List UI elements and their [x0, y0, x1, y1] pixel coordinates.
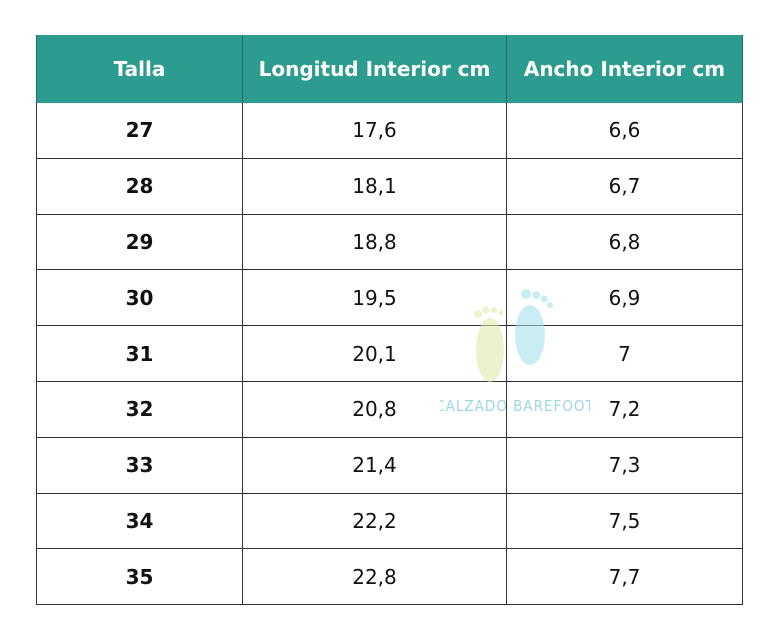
table-cell: 22,2	[243, 493, 507, 550]
table-cell: 7,7	[507, 549, 743, 606]
table-cell: 17,6	[243, 103, 507, 159]
table-cell: 35	[36, 549, 243, 606]
table-cell: 19,5	[243, 270, 507, 327]
header-cell: Longitud Interior cm	[243, 35, 507, 103]
table-cell: 32	[36, 382, 243, 438]
table-cell: 7,2	[507, 382, 743, 438]
table-cell: 6,9	[507, 270, 743, 327]
table-cell: 28	[36, 158, 243, 215]
table-cell: 22,8	[243, 549, 507, 606]
table-cell: 27	[36, 103, 243, 159]
table-cell: 30	[36, 270, 243, 327]
table-cell: 31	[36, 326, 243, 382]
table-cell: 29	[36, 214, 243, 271]
size-table: Talla Longitud Interior cm Ancho Interior …	[36, 35, 743, 606]
table-cell: 34	[36, 493, 243, 550]
table-cell: 7	[507, 326, 743, 382]
table-cell: 6,7	[507, 158, 743, 215]
header-cell: Talla	[36, 35, 243, 103]
table-cell: 18,8	[243, 214, 507, 271]
table-cell: 7,3	[507, 437, 743, 494]
table-cell: 21,4	[243, 437, 507, 494]
table-cell: 20,8	[243, 382, 507, 438]
table-cell: 6,6	[507, 103, 743, 159]
table-cell: 20,1	[243, 326, 507, 382]
table-cell: 6,8	[507, 214, 743, 271]
table-cell: 33	[36, 437, 243, 494]
table-cell: 18,1	[243, 158, 507, 215]
table-cell: 7,5	[507, 493, 743, 550]
header-cell: Ancho Interior cm	[507, 35, 743, 103]
